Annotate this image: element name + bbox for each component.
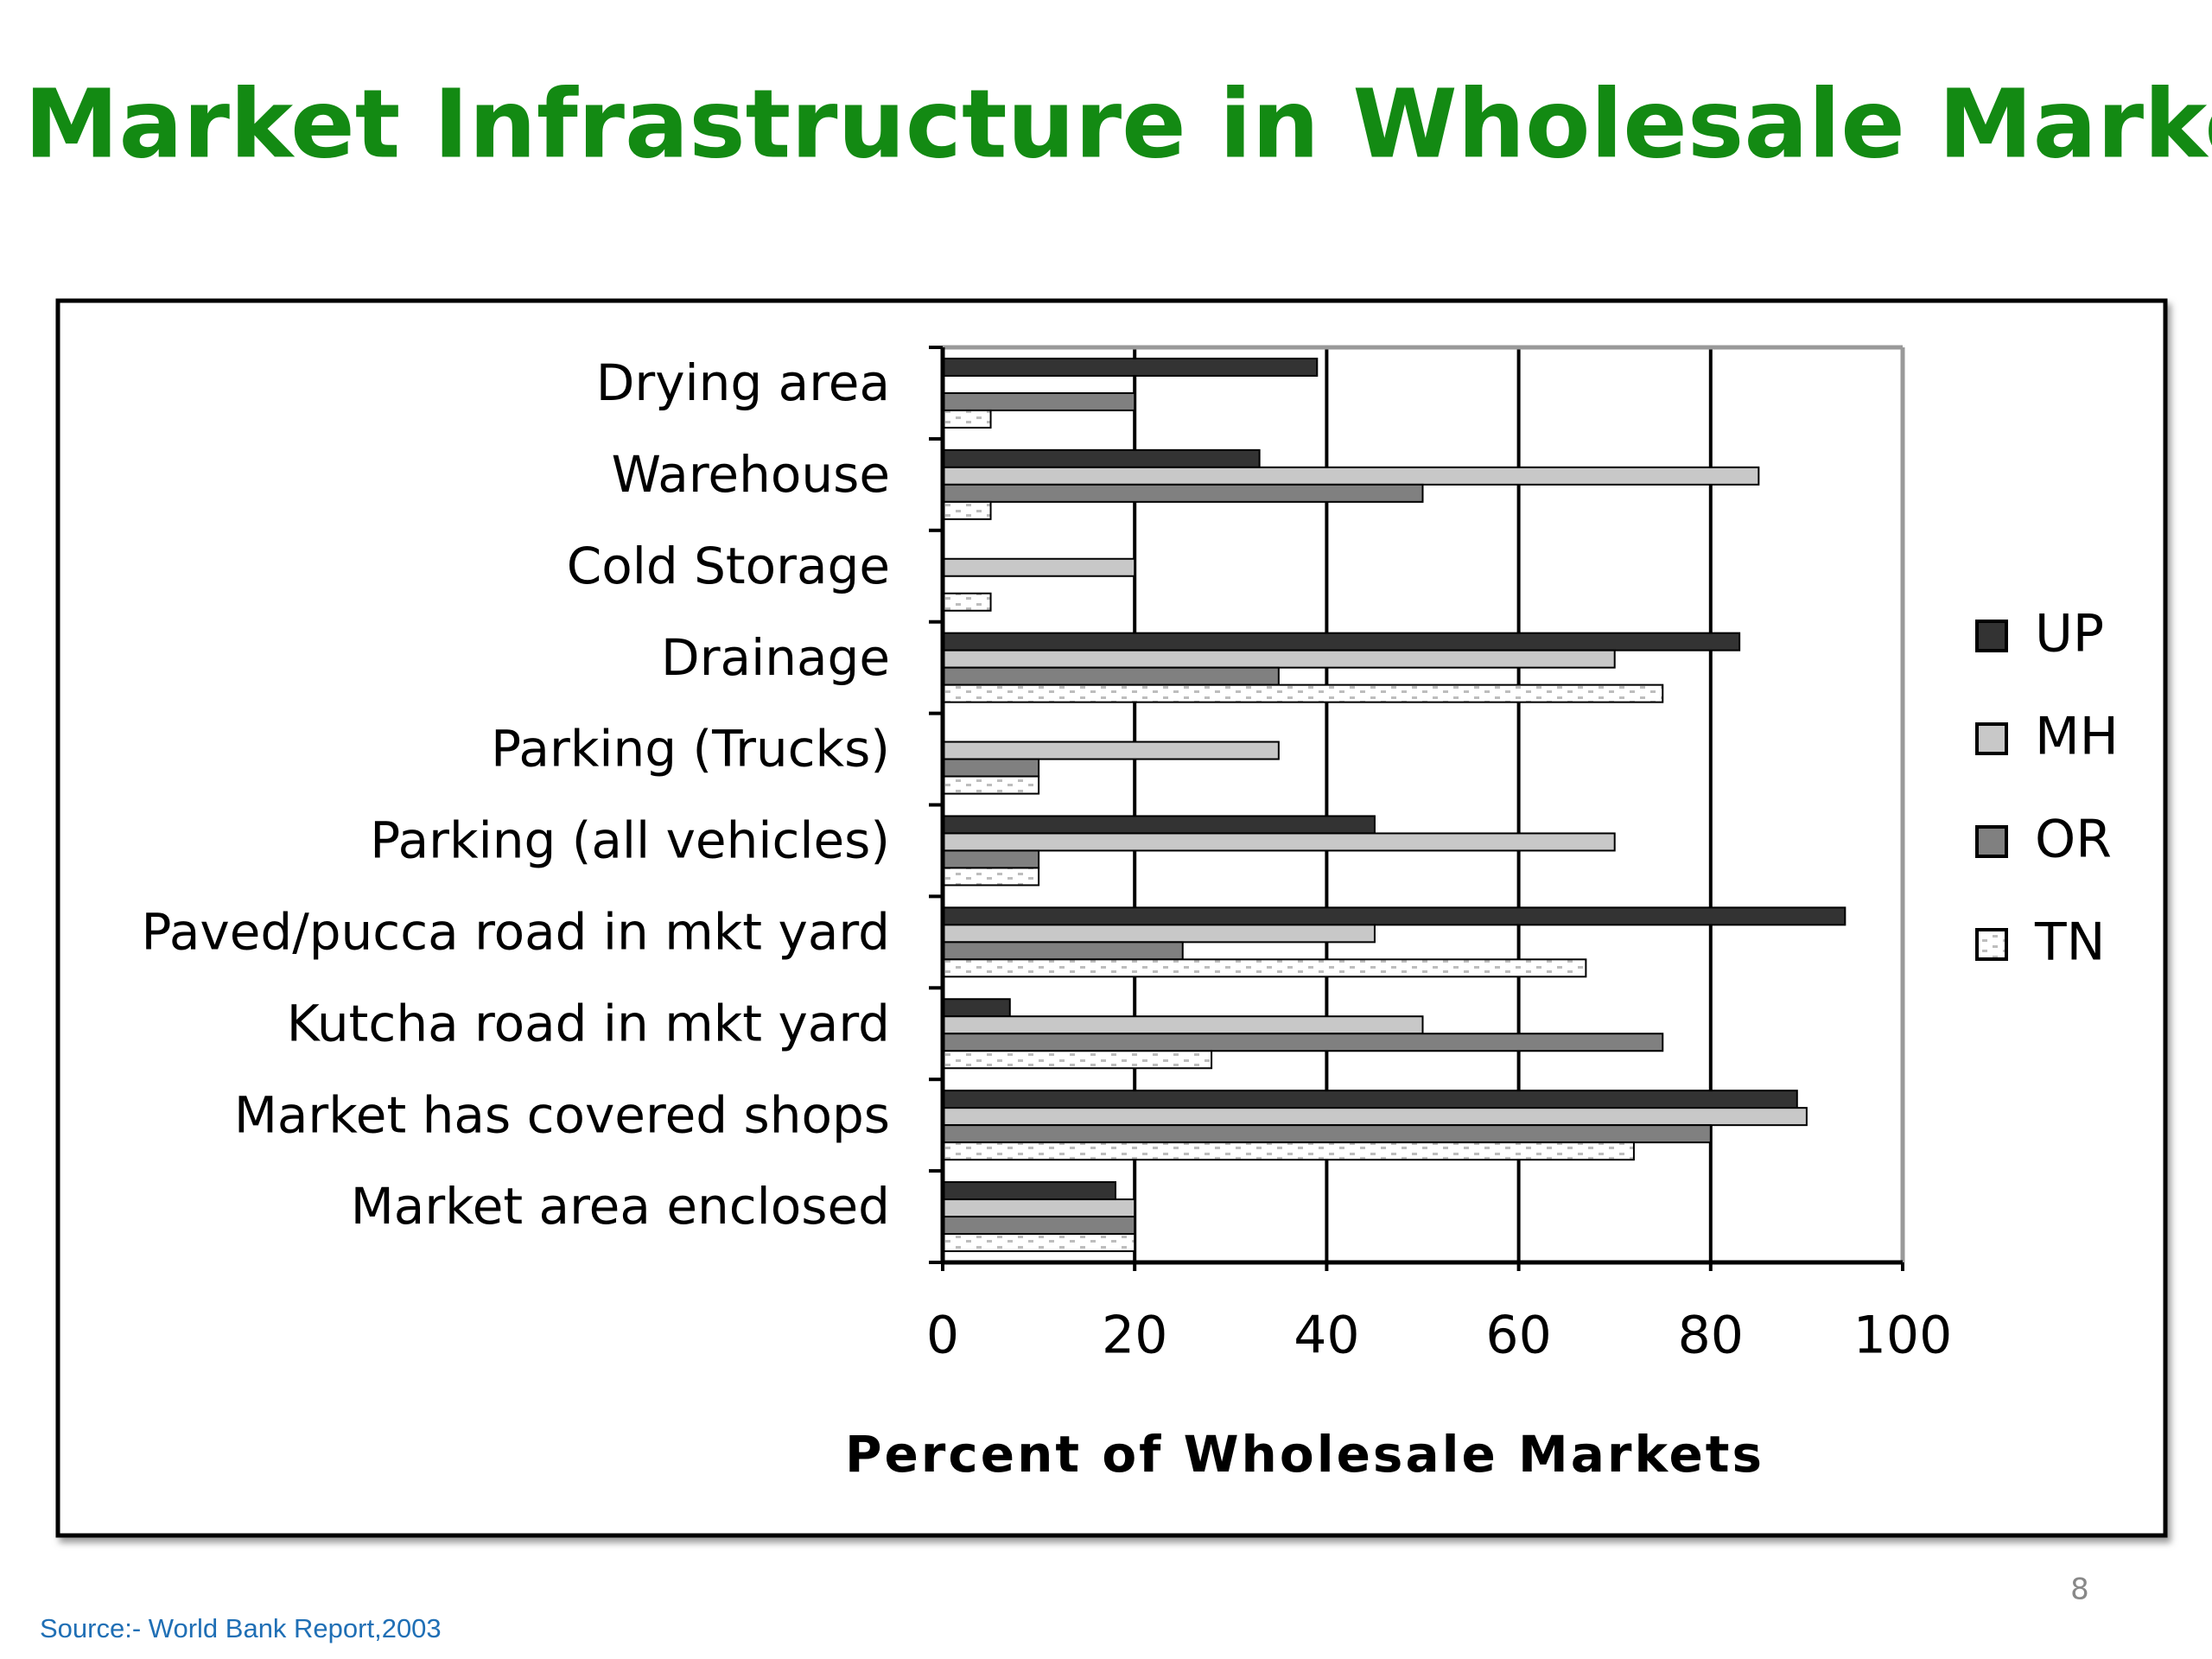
bar	[942, 1181, 1116, 1201]
y-tick-label: Market has covered shops	[234, 1085, 890, 1144]
bar	[942, 832, 1616, 852]
y-tick-label: Parking (all vehicles)	[370, 811, 890, 870]
bar	[942, 632, 1741, 652]
legend-label: UP	[2035, 604, 2104, 664]
bar	[942, 466, 1760, 486]
bar	[942, 958, 1587, 978]
bar	[942, 941, 1184, 961]
legend-swatch	[1975, 928, 2008, 961]
y-tick-label: Warehouse	[612, 445, 890, 504]
bar	[942, 483, 1424, 503]
bar	[942, 906, 1847, 926]
bar	[942, 1090, 1798, 1109]
x-tick-label: 80	[1678, 1306, 1744, 1366]
bar	[942, 867, 1040, 887]
bar	[942, 1015, 1424, 1035]
bar	[942, 649, 1616, 669]
x-tick-label: 20	[1102, 1306, 1167, 1366]
page-number: 8	[2070, 1573, 2089, 1607]
legend-label: OR	[2035, 810, 2112, 870]
bar	[942, 815, 1376, 835]
x-tick-label: 100	[1853, 1306, 1953, 1366]
y-tick-label: Drainage	[661, 628, 890, 687]
y-tick-label: Paved/pucca road in mkt yard	[141, 902, 890, 961]
bar	[942, 775, 1040, 795]
bar	[942, 924, 1376, 944]
bar	[942, 1033, 1664, 1052]
bar	[942, 741, 1280, 760]
x-tick-label: 60	[1485, 1306, 1551, 1366]
y-tick-label: Kutcha road in mkt yard	[287, 994, 890, 1052]
slide-title: Market Infrastructure in Wholesale Marke…	[24, 68, 2212, 179]
bar	[942, 758, 1040, 778]
bar	[942, 557, 1136, 577]
bar	[942, 391, 1136, 411]
bar	[942, 1233, 1136, 1253]
bar	[942, 592, 992, 612]
bar	[942, 1124, 1712, 1144]
legend-swatch	[1975, 825, 2008, 858]
source-note: Source:- World Bank Report,2003	[40, 1613, 442, 1643]
bar	[942, 500, 992, 520]
bar	[942, 1141, 1635, 1161]
bar	[942, 998, 1011, 1018]
legend-swatch	[1975, 722, 2008, 755]
bar	[942, 409, 992, 429]
bar	[942, 1198, 1136, 1218]
y-tick-label: Cold Storage	[567, 537, 890, 595]
y-tick-label: Market area enclosed	[351, 1177, 890, 1236]
legend-label: MH	[2035, 707, 2119, 767]
bar	[942, 849, 1040, 869]
bar	[942, 357, 1319, 377]
x-tick-label: 0	[926, 1306, 959, 1366]
bar	[942, 1216, 1136, 1236]
x-tick-label: 40	[1294, 1306, 1359, 1366]
y-tick-label: Parking (Trucks)	[491, 720, 890, 779]
y-tick-label: Drying area	[596, 353, 890, 412]
legend-swatch	[1975, 620, 2008, 652]
bar	[942, 1107, 1808, 1127]
legend-label: TN	[2034, 912, 2106, 973]
x-axis-title: Percent of Wholesale Markets	[845, 1425, 1764, 1484]
bar	[942, 683, 1664, 703]
bar	[942, 666, 1280, 686]
bar	[942, 1050, 1213, 1070]
bar	[942, 448, 1261, 468]
